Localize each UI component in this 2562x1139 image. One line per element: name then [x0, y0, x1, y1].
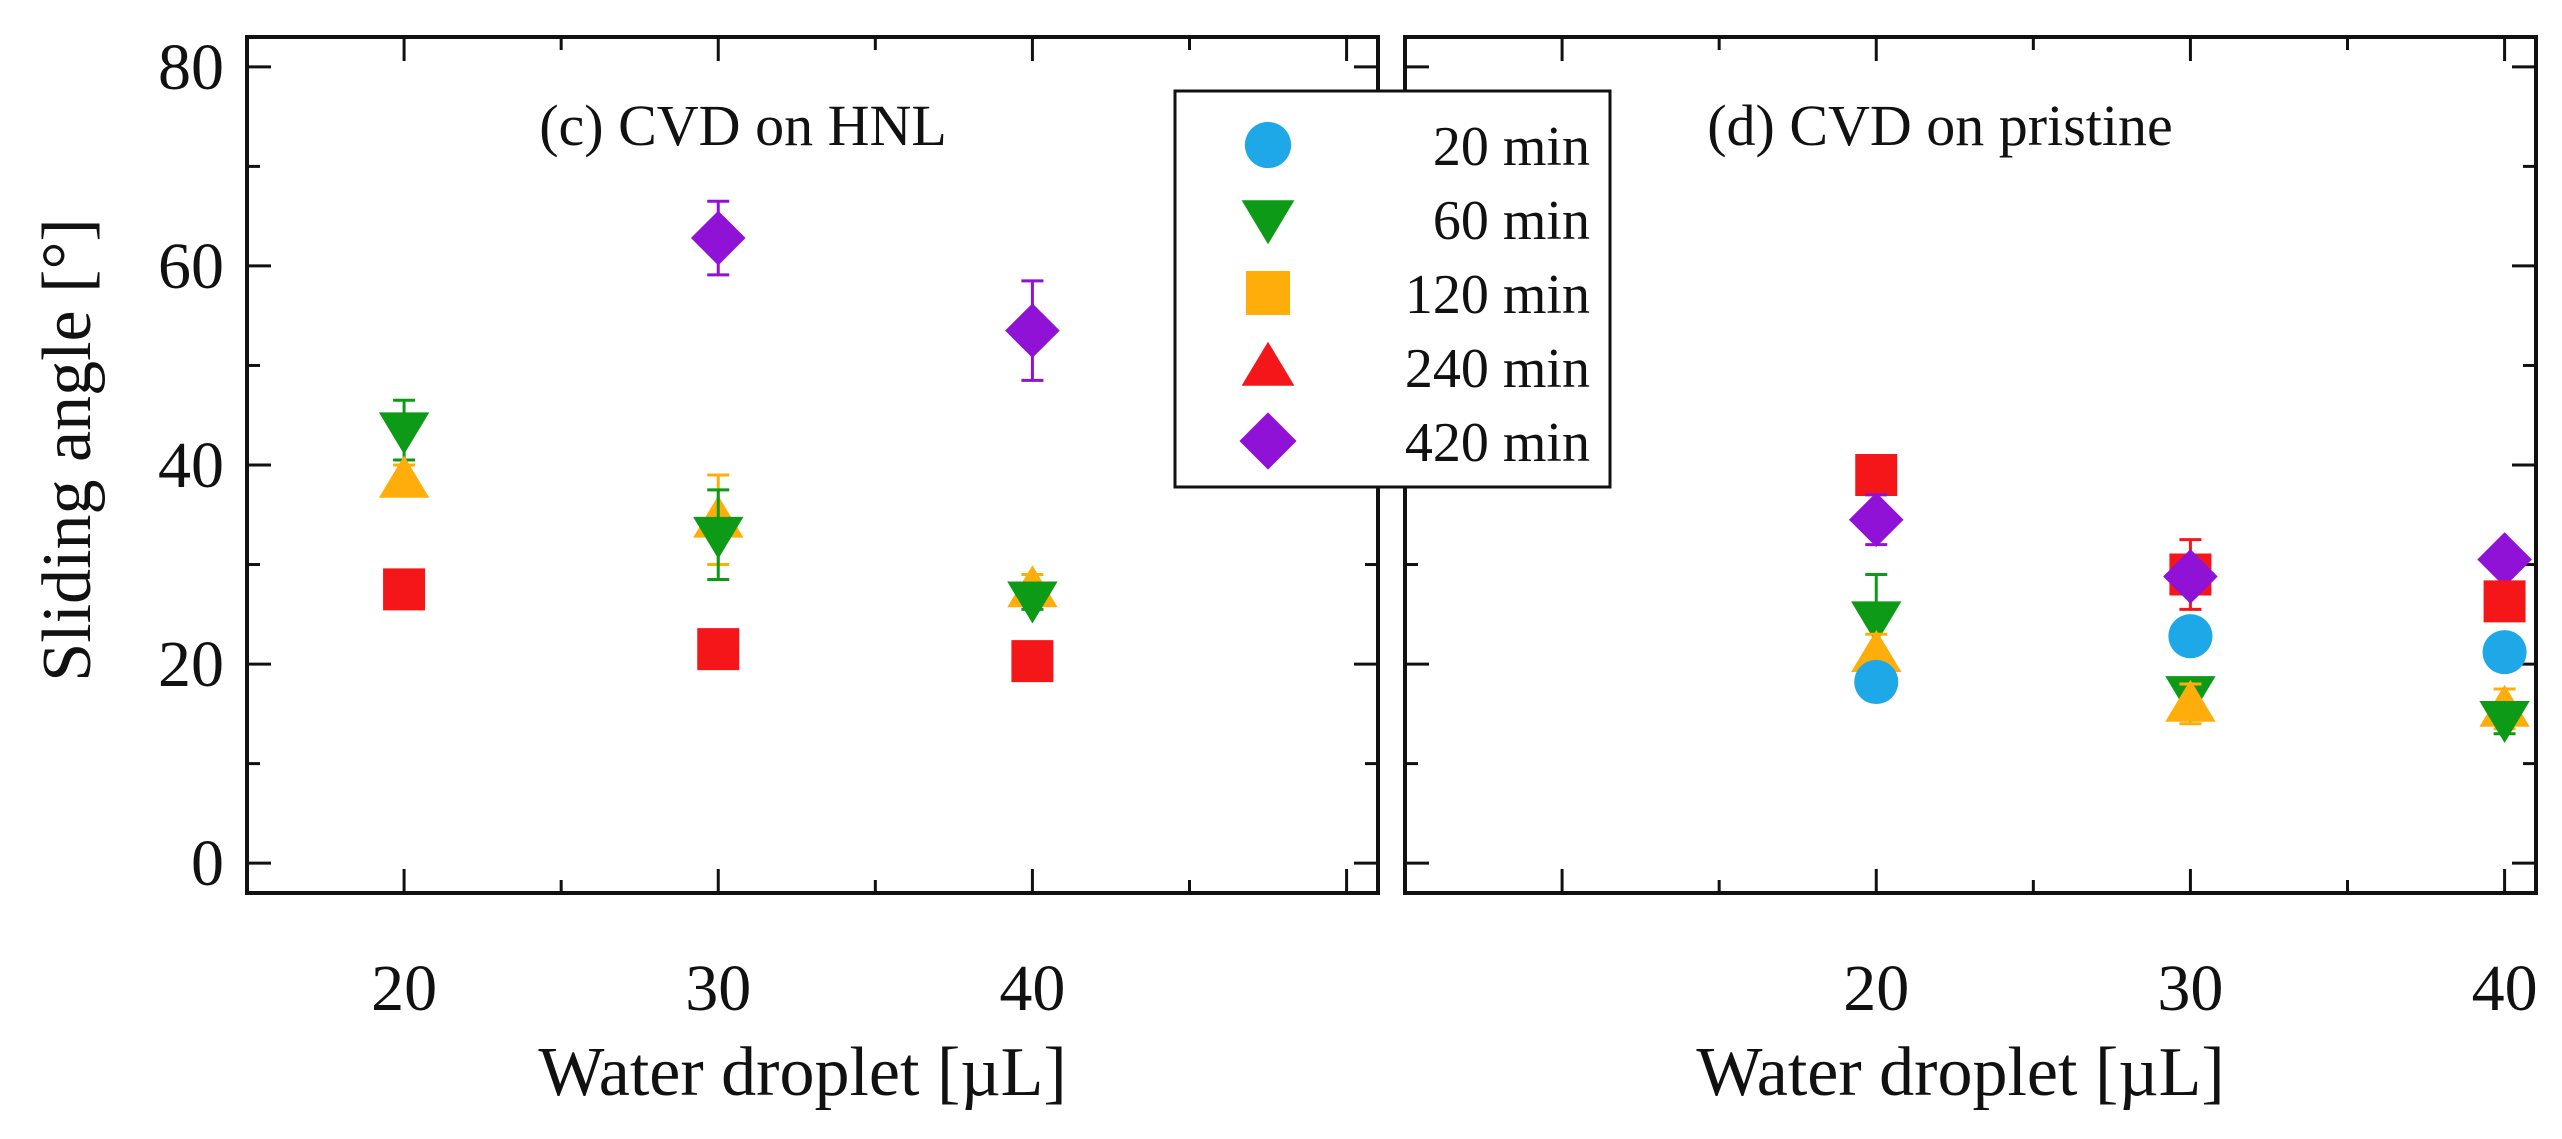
data-point-diamond [2477, 532, 2532, 587]
legend-marker-square [1246, 271, 1290, 315]
data-point-triangle-down [378, 412, 430, 455]
data-point-triangle-up [378, 455, 430, 498]
panel-title: (d) CVD on pristine [1707, 93, 2173, 158]
legend: 20 min 60 min 120 min 240 min 420 min [1173, 89, 1612, 489]
panel-d: 20 30 40 (d) CVD on pristine Water droplet [… [1403, 35, 2538, 1111]
data-point-square [1011, 640, 1054, 683]
data-point-square [697, 628, 740, 671]
data-point-triangle-up [2165, 679, 2216, 722]
data-point-diamond [690, 210, 746, 266]
y-axis-label: Sliding angle [°] [29, 218, 106, 681]
data-point-diamond [1848, 492, 1904, 548]
y-tick-label: 60 [158, 230, 224, 303]
data-point-triangle-down [1007, 581, 1058, 624]
legend-marker-triangle-down [1241, 200, 1295, 245]
data-point-circle [2482, 630, 2527, 675]
x-tick-label: 40 [999, 952, 1065, 1025]
legend-label: 240 min [1405, 338, 1590, 400]
legend-marker-circle [1244, 121, 1292, 169]
x-tick-label: 30 [2157, 952, 2223, 1025]
data-point-triangle-down [693, 516, 744, 559]
x-tick-label: 20 [1843, 952, 1909, 1025]
legend-label: 20 min [1433, 116, 1590, 178]
data-point-circle [1854, 659, 1899, 705]
y-tick-label: 40 [158, 429, 224, 502]
data-point-square [2483, 580, 2526, 623]
legend-label: 60 min [1433, 190, 1590, 252]
data-point-square [383, 568, 426, 611]
x-tick-label: 30 [685, 952, 751, 1025]
data-point-triangle-up [1851, 629, 1902, 672]
legend-label: 420 min [1405, 412, 1590, 474]
data-point-diamond [1005, 303, 1060, 358]
data-point-diamond [2163, 549, 2218, 604]
panel-c: 20 30 40 0 20 40 60 80 (c) CVD on HNL Water dropl… [29, 31, 1380, 1111]
y-tick-label: 20 [158, 628, 224, 701]
x-tick-label: 40 [2472, 952, 2538, 1025]
x-tick-label: 20 [371, 952, 437, 1025]
panel-title: (c) CVD on HNL [539, 93, 947, 158]
x-axis-label: Water droplet [µL] [1696, 1034, 2224, 1111]
y-tick-label: 0 [191, 827, 224, 900]
y-tick-label: 80 [158, 31, 224, 104]
legend-marker-triangle-up [1241, 341, 1295, 386]
data-point-triangle-down [2479, 700, 2530, 743]
x-axis-label: Water droplet [µL] [538, 1034, 1066, 1111]
legend-label: 120 min [1405, 264, 1590, 326]
data-point-triangle-down [1851, 601, 1902, 644]
data-point-square [1855, 453, 1898, 496]
legend-marker-diamond [1239, 412, 1297, 470]
data-point-circle [2168, 614, 2213, 659]
